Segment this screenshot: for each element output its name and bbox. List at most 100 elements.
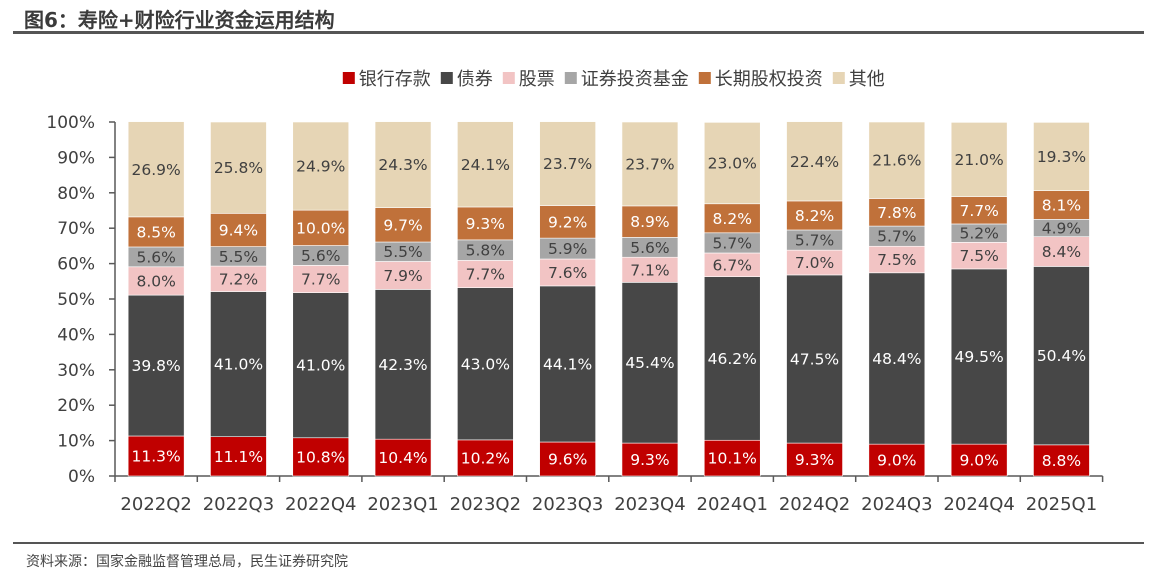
data-label: 7.7% xyxy=(959,202,998,220)
bar-segment xyxy=(457,439,514,477)
data-label: 45.4% xyxy=(625,354,674,372)
bar-segment xyxy=(786,121,843,202)
bar-segment xyxy=(292,437,350,477)
bar-segment xyxy=(127,294,185,437)
data-label: 10.0% xyxy=(296,219,345,237)
data-label: 7.9% xyxy=(383,267,422,285)
data-label: 48.4% xyxy=(872,350,921,368)
bar-segment xyxy=(703,439,761,477)
data-label: 39.8% xyxy=(132,357,181,375)
x-tick-label: 2022Q2 xyxy=(120,494,191,515)
data-label: 8.5% xyxy=(136,223,175,241)
data-label: 8.8% xyxy=(1042,452,1081,470)
legend-label: 银行存款 xyxy=(359,69,431,90)
data-label: 7.6% xyxy=(548,264,587,282)
chart-title: 图6：寿险+财险行业资金运用结构 xyxy=(24,8,335,32)
data-label: 5.7% xyxy=(795,232,834,250)
bar-segment xyxy=(703,122,761,205)
data-label: 10.4% xyxy=(378,449,427,467)
data-label: 21.0% xyxy=(955,151,1004,169)
bar-segment xyxy=(539,121,596,206)
data-label: 21.6% xyxy=(872,152,921,170)
data-label: 9.3% xyxy=(466,215,505,233)
data-label: 7.8% xyxy=(877,204,916,222)
data-label: 9.7% xyxy=(383,216,422,234)
data-label: 11.1% xyxy=(214,448,263,466)
bar-segment xyxy=(786,200,843,231)
bar-segment xyxy=(457,121,514,208)
bar-segment xyxy=(621,442,679,477)
legend-label: 其他 xyxy=(849,69,885,90)
bar-segment xyxy=(621,282,679,444)
bar-segment xyxy=(868,245,926,274)
bar-segment xyxy=(210,265,267,292)
bar-segment xyxy=(292,292,350,439)
bar-segment xyxy=(950,196,1008,225)
data-label: 7.0% xyxy=(795,254,834,272)
bar-segment xyxy=(539,258,596,287)
data-label: 7.7% xyxy=(301,270,340,288)
bar-segment xyxy=(786,249,843,276)
data-label: 5.2% xyxy=(959,225,998,243)
bar-segment xyxy=(210,436,267,477)
y-tick-label: 0% xyxy=(68,467,95,487)
bar-segment xyxy=(1033,122,1090,191)
data-label: 10.8% xyxy=(296,448,345,466)
x-tick-label: 2023Q4 xyxy=(614,494,685,515)
y-tick-label: 80% xyxy=(57,184,95,204)
data-label: 49.5% xyxy=(955,348,1004,366)
legend-label: 长期股权投资 xyxy=(715,69,823,90)
x-tick-label: 2023Q1 xyxy=(367,494,438,515)
x-tick-label: 2024Q4 xyxy=(943,494,1014,515)
x-tick-label: 2024Q2 xyxy=(779,494,850,515)
legend-swatch xyxy=(440,72,453,84)
bar-segment xyxy=(868,272,926,445)
bar-segment xyxy=(210,121,267,214)
bar-segment xyxy=(127,435,185,477)
bar-segment xyxy=(374,289,432,440)
x-tick-label: 2023Q3 xyxy=(532,494,603,515)
data-label: 11.3% xyxy=(132,447,181,465)
bar-segment xyxy=(374,261,432,290)
data-label: 50.4% xyxy=(1037,347,1086,365)
y-tick-label: 70% xyxy=(57,219,95,239)
legend-swatch xyxy=(564,72,577,84)
x-tick-label: 2022Q3 xyxy=(203,494,274,515)
data-label: 7.5% xyxy=(877,251,916,269)
y-tick-label: 10% xyxy=(57,432,95,452)
bar-segment xyxy=(127,216,185,248)
data-label: 5.6% xyxy=(630,239,669,257)
data-label: 9.2% xyxy=(548,213,587,231)
data-label: 5.6% xyxy=(136,248,175,266)
legend-swatch xyxy=(832,72,845,84)
bar-segment xyxy=(292,121,350,211)
title-divider xyxy=(13,31,1144,34)
data-label: 9.4% xyxy=(219,221,258,239)
data-label: 41.0% xyxy=(296,357,345,375)
y-tick-label: 60% xyxy=(57,255,95,275)
data-label: 43.0% xyxy=(461,355,510,373)
bar-segment xyxy=(868,121,926,199)
data-label: 23.7% xyxy=(543,155,592,173)
data-label: 19.3% xyxy=(1037,148,1086,166)
data-label: 8.9% xyxy=(630,213,669,231)
data-label: 8.0% xyxy=(136,272,175,290)
data-label: 46.2% xyxy=(708,350,757,368)
data-label: 9.6% xyxy=(548,451,587,469)
x-tick-label: 2022Q4 xyxy=(285,494,356,515)
y-tick-label: 50% xyxy=(57,290,95,310)
data-label: 22.4% xyxy=(790,153,839,171)
bar-segment xyxy=(621,121,679,207)
data-label: 42.3% xyxy=(378,356,427,374)
data-label: 5.7% xyxy=(713,234,752,252)
data-label: 5.5% xyxy=(219,248,258,266)
data-label: 41.0% xyxy=(214,356,263,374)
data-label: 7.1% xyxy=(630,261,669,279)
data-label: 4.9% xyxy=(1042,220,1081,238)
bar-segment xyxy=(1033,236,1090,267)
data-label: 7.7% xyxy=(466,266,505,284)
bar-segment xyxy=(374,438,432,477)
data-label: 47.5% xyxy=(790,351,839,369)
data-label: 23.0% xyxy=(708,155,757,173)
